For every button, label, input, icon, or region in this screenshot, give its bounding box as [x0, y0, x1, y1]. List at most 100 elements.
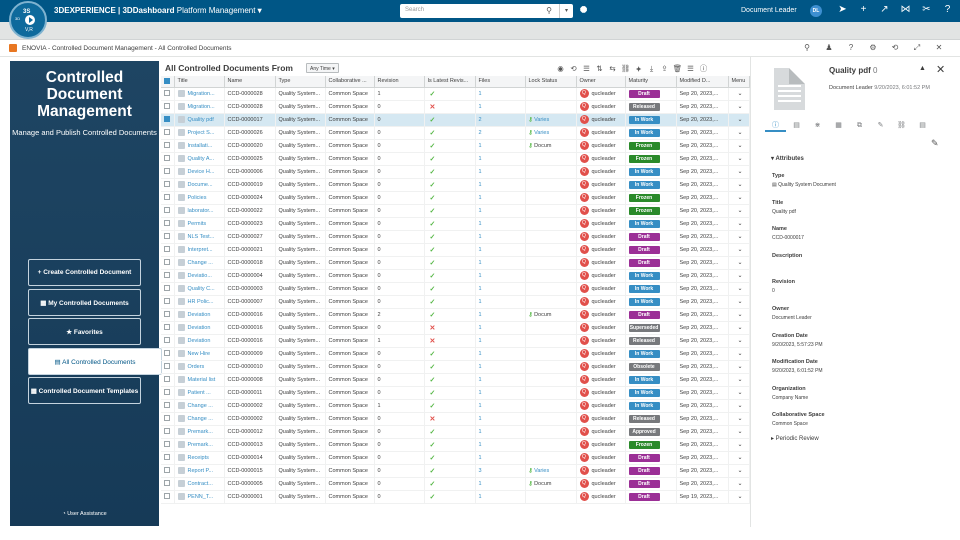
files-count[interactable]: 1 [478, 246, 482, 253]
files-count[interactable]: 2 [478, 129, 482, 136]
files-count[interactable]: 1 [478, 480, 482, 487]
title-cell[interactable]: Docume... [174, 178, 225, 192]
chevron-down-icon[interactable]: ⌄ [737, 377, 743, 383]
maturity-cell[interactable]: In Work [625, 113, 677, 127]
row-checkbox-cell[interactable] [161, 139, 175, 153]
table-row[interactable]: Deviation CCD-0000016 Quality System... Com… [161, 321, 750, 335]
table-row[interactable]: NLS Test... CCD-0000027 Quality System... C… [161, 230, 750, 244]
maturity-badge[interactable]: Frozen [628, 440, 660, 449]
row-checkbox[interactable] [164, 103, 170, 110]
row-checkbox-cell[interactable] [161, 412, 175, 426]
row-checkbox[interactable] [164, 155, 170, 162]
chevron-down-icon[interactable]: ⌄ [737, 364, 743, 370]
maturity-cell[interactable]: In Work [625, 295, 677, 309]
title-cell[interactable]: New Hire [174, 347, 225, 361]
table-row[interactable]: Report P... CCD-0000015 Quality System... C… [161, 464, 750, 478]
row-checkbox-cell[interactable] [161, 152, 175, 166]
sort-icon[interactable]: ⇅ [596, 64, 603, 73]
title-link[interactable]: Deviation [187, 337, 211, 344]
search-icon[interactable]: ⚲ [546, 6, 552, 15]
chevron-down-icon[interactable]: ⌄ [737, 91, 743, 97]
templates-button[interactable]: ▦ Controlled Document Templates [28, 377, 141, 404]
chevron-down-icon[interactable]: ⌄ [737, 403, 743, 409]
table-row[interactable]: PENN_T... CCD-0000001 Quality System... Com… [161, 490, 750, 504]
maturity-cell[interactable]: Superseded [625, 321, 677, 335]
files-cell[interactable]: 1 [475, 490, 526, 504]
maturity-badge[interactable]: In Work [628, 115, 660, 124]
row-checkbox-cell[interactable] [161, 191, 175, 205]
title-link[interactable]: Change ... [187, 259, 213, 266]
maturity-badge[interactable]: In Work [628, 375, 660, 384]
row-checkbox-cell[interactable] [161, 490, 175, 504]
maturity-badge[interactable]: In Work [628, 128, 660, 137]
chevron-down-icon[interactable]: ⌄ [737, 338, 743, 344]
table-row[interactable]: Quality A... CCD-0000025 Quality System...… [161, 152, 750, 166]
row-checkbox[interactable] [164, 363, 170, 370]
table-row[interactable]: Interpret... CCD-0000021 Quality System...… [161, 243, 750, 257]
upload-icon[interactable]: ⇪ [661, 64, 668, 73]
title-link[interactable]: Premark... [187, 441, 213, 448]
table-row[interactable]: Migration... CCD-0000028 Quality System...… [161, 100, 750, 114]
row-menu-cell[interactable]: ⌄ [728, 178, 750, 192]
info-icon[interactable]: ⓘ [699, 64, 708, 73]
row-checkbox[interactable] [164, 116, 170, 123]
row-menu-cell[interactable]: ⌄ [728, 399, 750, 413]
maturity-cell[interactable]: Frozen [625, 139, 677, 153]
pin-icon[interactable]: ⯌ [635, 64, 642, 73]
maturity-badge[interactable]: Draft [628, 232, 660, 241]
row-menu-cell[interactable]: ⌄ [728, 321, 750, 335]
row-menu-cell[interactable]: ⌄ [728, 269, 750, 283]
title-cell[interactable]: Change ... [174, 256, 225, 270]
maturity-badge[interactable]: Draft [628, 466, 660, 475]
chevron-down-icon[interactable]: ⌄ [737, 221, 743, 227]
title-cell[interactable]: Change ... [174, 412, 225, 426]
files-count[interactable]: 3 [478, 467, 482, 474]
row-checkbox-cell[interactable] [161, 282, 175, 296]
row-checkbox[interactable] [164, 311, 170, 318]
files-cell[interactable]: 1 [475, 425, 526, 439]
maturity-cell[interactable]: Released [625, 334, 677, 348]
structure-tab-icon[interactable]: ⋇ [814, 122, 821, 129]
chevron-down-icon[interactable]: ⌄ [737, 429, 743, 435]
files-cell[interactable]: 1 [475, 321, 526, 335]
user-assistance-link[interactable]: ◔ User Assistance [62, 511, 107, 517]
title-cell[interactable]: Orders [174, 360, 225, 374]
files-count[interactable]: 1 [478, 272, 482, 279]
row-checkbox-cell[interactable] [161, 113, 175, 127]
files-count[interactable]: 1 [478, 181, 482, 188]
chevron-down-icon[interactable]: ⌄ [737, 442, 743, 448]
row-checkbox[interactable] [164, 246, 170, 253]
maturity-cell[interactable]: Frozen [625, 204, 677, 218]
maturity-cell[interactable]: Draft [625, 87, 677, 101]
files-count[interactable]: 1 [478, 233, 482, 240]
periodic-review-toggle[interactable]: ▸ Periodic Review [771, 436, 819, 442]
files-cell[interactable]: 1 [475, 243, 526, 257]
row-menu-cell[interactable]: ⌄ [728, 334, 750, 348]
chevron-down-icon[interactable]: ⌄ [737, 182, 743, 188]
row-menu-cell[interactable]: ⌄ [728, 243, 750, 257]
row-menu-cell[interactable]: ⌄ [728, 347, 750, 361]
maturity-cell[interactable]: In Work [625, 269, 677, 283]
chevron-down-icon[interactable]: ⌄ [737, 247, 743, 253]
table-row[interactable]: Policies CCD-0000024 Quality System... Comm… [161, 191, 750, 205]
avatar[interactable]: DL [810, 5, 822, 17]
files-count[interactable]: 1 [478, 168, 482, 175]
edit-pencil-icon[interactable]: ✎ [931, 138, 939, 148]
title-link[interactable]: New Hire [187, 350, 211, 357]
table-row[interactable]: laborator... CCD-0000022 Quality System...… [161, 204, 750, 218]
maturity-cell[interactable]: In Work [625, 126, 677, 140]
title-link[interactable]: Change ... [187, 415, 213, 422]
table-row[interactable]: Permits CCD-0000023 Quality System... Commo… [161, 217, 750, 231]
chevron-down-icon[interactable]: ⌄ [737, 273, 743, 279]
row-checkbox-cell[interactable] [161, 438, 175, 452]
files-count[interactable]: 1 [478, 311, 482, 318]
files-cell[interactable]: 1 [475, 152, 526, 166]
title-cell[interactable]: NLS Test... [174, 230, 225, 244]
files-count[interactable]: 1 [478, 194, 482, 201]
maturity-cell[interactable]: Draft [625, 464, 677, 478]
maturity-badge[interactable]: In Work [628, 401, 660, 410]
row-menu-cell[interactable]: ⌄ [728, 438, 750, 452]
title-link[interactable]: Installati... [187, 142, 213, 149]
title-cell[interactable]: Migration... [174, 100, 225, 114]
table-row[interactable]: Patient ... CCD-0000011 Quality System... C… [161, 386, 750, 400]
